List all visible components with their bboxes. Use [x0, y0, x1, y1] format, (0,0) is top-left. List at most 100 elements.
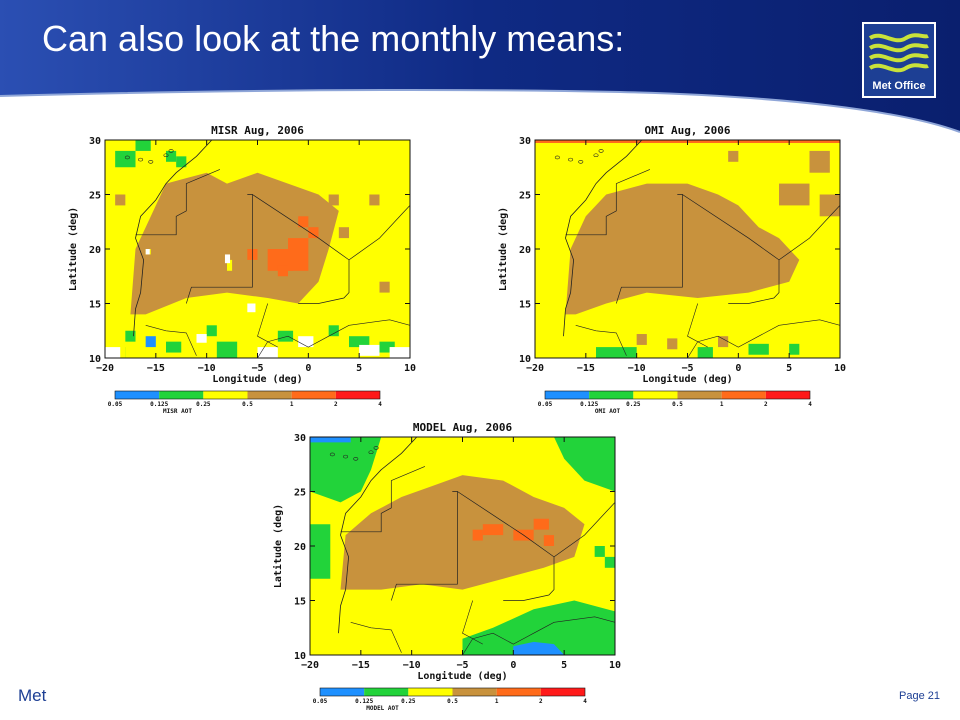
y-tick-label: 20 — [519, 245, 531, 256]
colorbar-tick-label: 4 — [583, 698, 587, 705]
x-tick-label: 0 — [305, 363, 311, 374]
aot-cell — [748, 343, 769, 355]
aot-cell — [145, 336, 156, 348]
border-line — [252, 194, 350, 304]
colorbar-segment — [677, 391, 722, 399]
border-line — [257, 303, 278, 348]
x-tick-label: 10 — [404, 363, 416, 374]
aot-cell — [604, 556, 615, 568]
colorbar-segment — [247, 391, 292, 399]
border-line — [682, 194, 780, 304]
map-title: MODEL Aug, 2006 — [413, 421, 513, 434]
aot-cell — [667, 338, 678, 350]
aot-cell — [697, 347, 713, 358]
aot-cell — [596, 347, 637, 358]
x-tick-label: −10 — [628, 363, 646, 374]
x-axis-label: Longitude (deg) — [212, 373, 302, 385]
y-tick-label: 15 — [89, 300, 101, 311]
island — [148, 159, 154, 164]
border-line — [575, 325, 627, 356]
colorbar-segment — [633, 391, 678, 399]
green-region — [554, 437, 615, 492]
coastline — [338, 437, 418, 634]
aot-cell — [482, 524, 504, 536]
colorbar-segment — [320, 688, 365, 696]
aot-cell — [166, 341, 182, 353]
colorbar-frame — [544, 390, 811, 400]
aot-cell — [115, 150, 136, 168]
colorbar-segment — [589, 391, 634, 399]
colorbar-tick-label: 0.125 — [580, 401, 598, 408]
aot-cell — [277, 330, 294, 342]
island — [329, 452, 335, 457]
y-tick-label: 15 — [294, 597, 306, 608]
x-tick-label: −20 — [301, 660, 319, 671]
colorbar-segment — [364, 688, 409, 696]
colorbar-segment — [721, 391, 766, 399]
colorbar-tick-label: 0.5 — [447, 698, 458, 705]
x-axis-label: Longitude (deg) — [642, 373, 732, 385]
colorbar-title: MISR AOT — [163, 408, 192, 415]
no-data-cell — [145, 249, 150, 255]
aot-cell — [176, 156, 187, 168]
coastline — [563, 140, 643, 337]
colorbar-segment — [452, 688, 497, 696]
border-line — [615, 194, 683, 304]
island — [578, 159, 584, 164]
map-title: MISR Aug, 2006 — [211, 124, 304, 137]
aot-cell — [379, 341, 395, 353]
aot-cell — [779, 183, 810, 206]
aot-cell — [338, 227, 349, 239]
aot-cell — [349, 336, 370, 348]
colorbar-tick-label: 0.5 — [672, 401, 683, 408]
wave-icon — [868, 33, 929, 73]
island — [353, 456, 359, 461]
x-tick-label: −10 — [198, 363, 216, 374]
aot-cell — [277, 265, 288, 277]
colorbar-frame — [114, 390, 381, 400]
colorbar-segment — [159, 391, 204, 399]
y-axis-label: Latitude (deg) — [497, 207, 509, 291]
aot-cell — [328, 325, 339, 337]
aot-cell — [308, 227, 319, 239]
colorbar-tick-label: 0.25 — [626, 401, 641, 408]
x-tick-label: −15 — [577, 363, 595, 374]
page-number: Page 21 — [899, 690, 940, 702]
header-banner — [0, 0, 960, 133]
aot-cell — [115, 194, 126, 206]
aot-cell — [125, 330, 136, 342]
map-chart-omi: OMI Aug, 2006 −20 −15 −10 −5 0 5 10 30 25 20 15 10 Lo… — [497, 124, 846, 415]
colorbar-segment — [291, 391, 336, 399]
green-region — [462, 600, 615, 655]
colorbar-tick-label: 1 — [720, 401, 724, 408]
aot-cell — [135, 140, 151, 151]
blue-region — [310, 437, 351, 443]
map-panel-model: MODEL Aug, 2006 −20 −15 −10 −5 0 5 10 30 25 20 15 10… — [270, 415, 630, 717]
dust-plume — [340, 475, 585, 590]
dust-plume — [130, 172, 339, 315]
y-tick-label: 30 — [519, 136, 531, 147]
no-data-cell — [105, 347, 121, 358]
border-line — [462, 600, 483, 645]
x-tick-label: 5 — [356, 363, 362, 374]
border-line — [687, 319, 840, 358]
colorbar-tick-label: 2 — [334, 401, 338, 408]
x-tick-label: −5 — [456, 660, 468, 671]
no-data-cell — [298, 336, 314, 348]
aot-cell — [328, 308, 339, 320]
slide-title: Can also look at the monthly means: — [42, 18, 625, 59]
y-tick-label: 25 — [89, 191, 101, 202]
y-tick-label: 15 — [519, 300, 531, 311]
colorbar-tick-label: 0.5 — [242, 401, 253, 408]
island — [124, 155, 130, 160]
island — [163, 153, 169, 158]
border-line — [350, 622, 402, 653]
border-line — [390, 491, 458, 601]
map-layers — [105, 140, 410, 358]
colorbar-title: MODEL AOT — [366, 705, 399, 712]
x-tick-label: −20 — [526, 363, 544, 374]
colorbar-tick-label: 0.25 — [401, 698, 416, 705]
island — [593, 153, 599, 158]
aot-cell — [472, 529, 483, 541]
colorbar-tick-label: 2 — [764, 401, 768, 408]
